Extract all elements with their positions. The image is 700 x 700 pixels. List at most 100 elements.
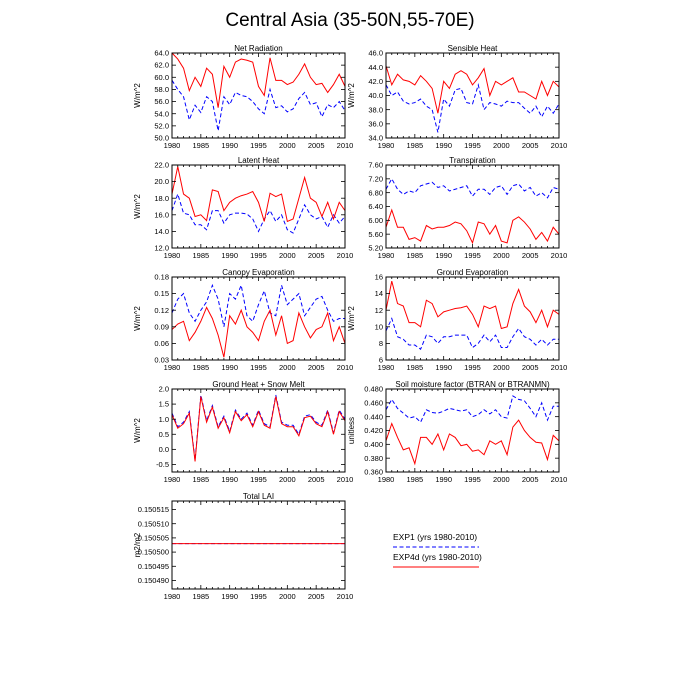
plot-frame <box>385 52 560 139</box>
y-tick-label: 46.0 <box>368 49 383 58</box>
y-tick-label: 0.150505 <box>138 534 169 543</box>
y-axis-label: W/m^2 <box>347 306 356 331</box>
y-tick-label: 0.150495 <box>138 562 169 571</box>
y-tick-label: 0.150510 <box>138 519 169 528</box>
x-tick-label: 1990 <box>435 251 452 260</box>
x-tick-label: 2005 <box>308 363 325 372</box>
x-tick-label: 1985 <box>406 141 423 150</box>
y-tick-label: 62.0 <box>154 61 169 70</box>
panel-title: Canopy Evaporation <box>222 268 295 277</box>
chart-panel-1: 1980 1985 1990 1995 2000 2005 2010 50.0 52.0 54.0… <box>133 44 353 150</box>
y-tick-label: 7.20 <box>368 174 383 183</box>
x-tick-label: 1985 <box>406 475 423 484</box>
x-tick-label: 2010 <box>337 475 354 484</box>
x-tick-label: 1980 <box>378 363 395 372</box>
plot-frame <box>171 52 346 139</box>
y-tick-label: 0.18 <box>154 273 169 282</box>
y-tick-label: 40.0 <box>368 91 383 100</box>
series-line-exp1 <box>385 317 559 350</box>
chart-panel-2: 1980 1985 1990 1995 2000 2005 2010 34.0 36.0 38.0… <box>347 44 567 150</box>
x-tick-label: 1980 <box>378 475 395 484</box>
y-tick-label: 0.06 <box>154 339 169 348</box>
y-tick-label: 0.150515 <box>138 505 169 514</box>
y-tick-label: 1.5 <box>159 400 169 409</box>
series-line-exp1 <box>171 192 346 234</box>
y-tick-label: 12.0 <box>154 244 169 253</box>
y-tick-label: 6.80 <box>368 188 383 197</box>
x-tick-label: 2000 <box>493 475 510 484</box>
series-line-exp4d <box>385 65 560 114</box>
series-line-exp1 <box>171 283 345 327</box>
y-tick-label: 56.0 <box>154 97 169 106</box>
chart-panel-7: 1980 1985 1990 1995 2000 2005 2010 -0.5 0.0 0.5 1.… <box>133 380 353 484</box>
series-line-exp4d <box>385 208 560 245</box>
chart-panel-5: 1980 1985 1990 1995 2000 2005 2010 0.03 0.06 0.09… <box>133 268 353 372</box>
x-tick-label: 1990 <box>435 141 452 150</box>
plot-frame <box>171 500 346 590</box>
x-tick-label: 2005 <box>308 251 325 260</box>
y-tick-label: 18.0 <box>154 194 169 203</box>
figure-title: Central Asia (35-50N,55-70E) <box>225 10 475 31</box>
x-tick-label: 2005 <box>522 141 539 150</box>
y-tick-label: 52.0 <box>154 121 169 130</box>
x-tick-label: 2000 <box>279 363 296 372</box>
y-tick-label: 0.360 <box>364 468 383 477</box>
y-tick-label: 50.0 <box>154 134 169 143</box>
plot-frame <box>171 276 346 361</box>
y-axis-label: unitless <box>347 417 356 444</box>
x-tick-label: 2010 <box>337 363 354 372</box>
y-tick-label: 60.0 <box>154 73 169 82</box>
x-tick-label: 1980 <box>378 141 395 150</box>
y-tick-label: 2.0 <box>159 385 169 394</box>
x-tick-label: 2010 <box>337 251 354 260</box>
panel-title: Transpiration <box>449 156 495 165</box>
x-tick-label: 1995 <box>464 141 481 150</box>
x-tick-label: 1995 <box>464 363 481 372</box>
series-line-exp1 <box>171 80 346 131</box>
y-tick-label: 7.60 <box>368 161 383 170</box>
legend-label: EXP4d (yrs 1980-2010) <box>393 552 482 562</box>
series-line-exp4d <box>385 419 560 466</box>
x-tick-label: 1980 <box>164 141 181 150</box>
y-tick-label: 14 <box>375 289 383 298</box>
y-tick-label: 6.40 <box>368 202 383 211</box>
x-tick-label: 1980 <box>378 251 395 260</box>
x-tick-label: 1985 <box>192 363 209 372</box>
x-tick-label: 2010 <box>551 475 568 484</box>
series-line-exp4d <box>171 166 346 223</box>
y-tick-label: 5.60 <box>368 230 383 239</box>
chart-panel-9: 1980 1985 1990 1995 2000 2005 2010 0.150490 0.15… <box>133 492 353 601</box>
x-tick-label: 1985 <box>192 141 209 150</box>
x-tick-label: 2000 <box>493 251 510 260</box>
y-tick-label: 0.440 <box>364 412 383 421</box>
plot-frame <box>171 164 346 249</box>
y-tick-label: 10 <box>375 322 383 331</box>
plot-frame <box>385 276 560 361</box>
x-tick-label: 1995 <box>464 251 481 260</box>
panel-title: Net Radiation <box>234 44 282 53</box>
plot-frame <box>385 164 560 249</box>
x-tick-label: 2010 <box>551 141 568 150</box>
y-tick-label: 0.0 <box>159 445 169 454</box>
x-tick-label: 2000 <box>279 475 296 484</box>
series-line-exp1 <box>385 395 559 424</box>
y-tick-label: 0.400 <box>364 440 383 449</box>
y-tick-label: 16.0 <box>154 210 169 219</box>
series-line-exp4d <box>171 396 346 462</box>
y-tick-label: 22.0 <box>154 161 169 170</box>
y-axis-label: W/m^2 <box>347 83 356 108</box>
x-tick-label: 2000 <box>493 363 510 372</box>
x-tick-label: 2005 <box>308 475 325 484</box>
y-tick-label: 8 <box>379 339 383 348</box>
y-tick-label: 38.0 <box>368 105 383 114</box>
x-tick-label: 2010 <box>337 141 354 150</box>
legend-label: EXP1 (yrs 1980-2010) <box>393 532 477 542</box>
y-axis-label: W/m^2 <box>133 194 142 219</box>
plot-frame <box>385 388 560 473</box>
x-tick-label: 1995 <box>250 592 267 601</box>
x-tick-label: 1990 <box>221 475 238 484</box>
y-tick-label: 0.15 <box>154 289 169 298</box>
chart-panel-8: 1980 1985 1990 1995 2000 2005 2010 0.360 0.380 0.… <box>347 380 567 484</box>
x-tick-label: 2005 <box>522 475 539 484</box>
